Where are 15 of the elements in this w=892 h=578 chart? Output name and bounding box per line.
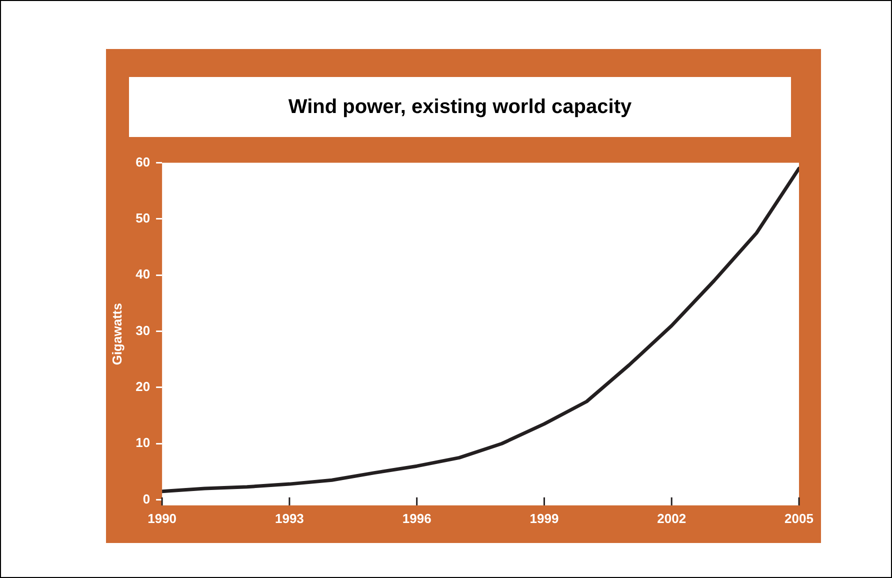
x-tick-label: 2005 bbox=[784, 510, 814, 526]
x-tick-label: 2002 bbox=[657, 510, 686, 526]
x-tick-label: 1993 bbox=[274, 510, 304, 526]
y-tick-label: 30 bbox=[136, 322, 150, 338]
x-tick-label: 1990 bbox=[148, 510, 177, 526]
y-tick-label: 0 bbox=[142, 491, 150, 506]
y-tick-label: 60 bbox=[136, 154, 150, 170]
chart-title: Wind power, existing world capacity bbox=[129, 77, 791, 137]
y-tick-label: 20 bbox=[136, 379, 150, 394]
x-tick-label: 1996 bbox=[402, 510, 432, 526]
y-tick-label: 40 bbox=[136, 266, 150, 282]
y-axis-title: Gigawatts bbox=[109, 303, 124, 366]
y-tick-label: 10 bbox=[136, 435, 150, 450]
y-tick-label: 50 bbox=[136, 210, 150, 226]
x-tick-label: 1999 bbox=[530, 510, 559, 526]
